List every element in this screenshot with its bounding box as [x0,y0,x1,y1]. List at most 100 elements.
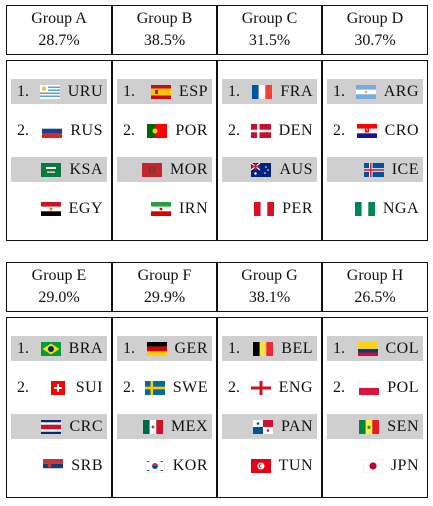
egypt-flag-icon [40,201,61,216]
team-code: ENG [278,378,313,396]
team-rank: 1. [228,339,240,357]
mexico-flag-icon [142,419,163,434]
group-percentage: 28.7% [38,32,80,49]
header-row: Group E 29.0% Group F 29.9% Group G 38.1… [6,262,428,314]
team-rank: 2. [17,378,29,396]
belgium-flag-icon [253,341,274,356]
team-code: DEN [278,121,313,139]
poland-flag-icon [359,380,380,395]
uruguay-flag-icon [39,84,60,99]
colombia-flag-icon [357,341,378,356]
group-name: Group D [346,10,404,27]
teams-row: 1. BRA 2. SUI CRC [6,317,428,498]
team-entry: 1. BRA [11,336,107,361]
saudi-arabia-flag-icon [41,162,62,177]
team-rank: 2. [123,121,135,139]
team-code: TUN [278,456,313,474]
team-code: SWE [172,378,208,396]
argentina-flag-icon [355,84,376,99]
team-code: CRO [384,121,419,139]
team-entry: IRN [117,196,212,221]
group-name: Group A [31,10,87,27]
team-entry: JPN [327,453,423,478]
team-entry: NGA [327,196,423,221]
england-flag-icon [250,380,271,395]
group-header: Group F 29.9% [112,262,217,312]
team-code: POL [387,378,419,396]
team-code: NGA [382,199,419,217]
group-name: Group C [241,10,298,27]
russia-flag-icon [42,123,63,138]
sweden-flag-icon [144,380,165,395]
portugal-flag-icon [147,123,168,138]
team-rank: 2. [333,121,345,139]
germany-flag-icon [146,341,167,356]
team-rank: 2. [17,121,29,139]
team-code: BEL [281,339,313,357]
group-header: Group G 38.1% [217,262,322,312]
team-code: KSA [69,160,103,178]
team-code: MEX [170,417,208,435]
group-name: Group H [346,267,404,284]
team-entry: KOR [117,453,212,478]
group-percentage: 31.5% [248,32,291,49]
team-rank: 2. [228,378,240,396]
team-code: CRC [69,417,103,435]
group-name: Group E [31,267,87,284]
team-entry: KSA [11,157,107,182]
teams-row: 1. URU 2. RUS [6,60,428,241]
brazil-flag-icon [40,341,61,356]
team-entry: 2. SWE [117,375,212,400]
team-entry: 1. COL [327,336,423,361]
spain-flag-icon [150,84,171,99]
team-code: ICE [391,160,419,178]
group-percentage: 26.5% [354,289,396,306]
switzerland-flag-icon [50,380,65,395]
team-code: ESP [178,82,208,100]
team-code: URU [67,82,103,100]
team-code: SEN [387,417,419,435]
team-code: GER [174,339,208,357]
group-header: Group C 31.5% [217,5,322,55]
tunisia-flag-icon [250,458,271,473]
team-rank: 1. [333,339,345,357]
team-entry: PER [222,196,317,221]
team-rank: 1. [123,339,135,357]
costa-rica-flag-icon [41,419,62,434]
team-entry: 2. CRO [327,118,423,143]
group-percentage: 38.5% [143,32,186,49]
team-entry: 2. DEN [222,118,317,143]
group-header: Group E 29.0% [6,262,112,312]
team-code: POR [175,121,208,139]
group-header: Group A 28.7% [6,5,112,55]
team-entry: CRC [11,414,107,439]
team-rank: 1. [123,82,135,100]
team-entry: 1. ARG [327,79,423,104]
group-percentage: 30.7% [354,32,396,49]
team-code: FRA [280,82,313,100]
team-code: ARG [383,82,419,100]
group-name: Group F [137,267,192,284]
senegal-flag-icon [359,419,380,434]
team-code: PAN [280,417,313,435]
group-name: Group G [241,267,298,284]
team-code: RUS [70,121,103,139]
japan-flag-icon [362,458,383,473]
group-teams: 1. COL 2. POL SEN [322,317,428,498]
team-entry: 2. POL [327,375,423,400]
morocco-flag-icon [142,162,163,177]
team-rank: 2. [333,378,345,396]
group-teams: 1. ESP 2. POR MOR [112,60,217,241]
team-entry: 1. URU [11,79,107,104]
team-rank: 1. [17,339,29,357]
france-flag-icon [252,84,273,99]
team-code: MOR [170,160,208,178]
team-entry: 1. FRA [222,79,317,104]
team-entry: 2. POR [117,118,212,143]
nigeria-flag-icon [354,201,375,216]
serbia-flag-icon [43,458,64,473]
team-entry: SRB [11,453,107,478]
team-entry: MEX [117,414,212,439]
team-entry: SEN [327,414,423,439]
group-header: Group D 30.7% [322,5,428,55]
